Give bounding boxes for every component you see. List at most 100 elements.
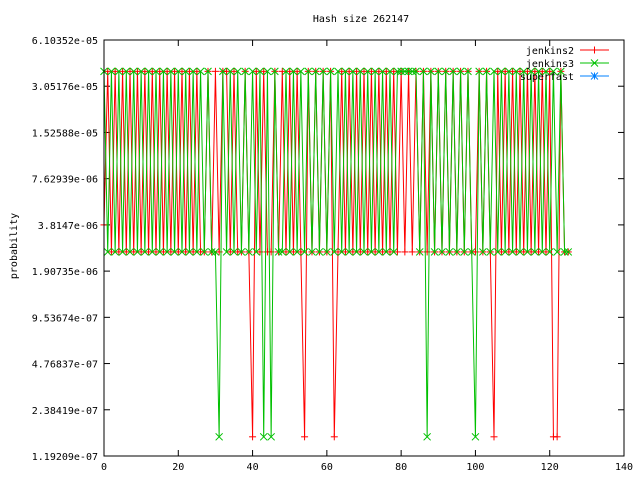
data-point	[152, 67, 160, 76]
data-point	[148, 248, 157, 256]
data-point	[546, 67, 554, 75]
data-point	[300, 248, 309, 256]
data-point	[289, 248, 297, 256]
data-point	[531, 248, 539, 256]
data-point	[189, 67, 197, 76]
data-point	[200, 248, 209, 256]
data-point	[352, 248, 361, 256]
data-point	[181, 67, 190, 76]
data-point	[278, 67, 286, 75]
data-point	[338, 67, 346, 75]
data-point	[141, 248, 149, 256]
data-point	[315, 248, 324, 256]
data-point	[148, 67, 156, 75]
data-point	[334, 248, 342, 256]
data-point	[182, 248, 190, 256]
data-point	[545, 248, 554, 256]
data-point	[222, 248, 231, 256]
data-point	[193, 248, 201, 256]
data-point	[133, 67, 141, 75]
data-point	[337, 248, 346, 256]
series-line	[103, 70, 569, 438]
data-point	[501, 67, 509, 75]
data-point	[133, 248, 142, 256]
x-tick-label: 80	[395, 462, 407, 473]
data-point	[156, 67, 164, 75]
data-point	[274, 248, 283, 256]
data-point	[171, 67, 179, 75]
data-point	[248, 67, 257, 76]
data-point	[371, 67, 379, 76]
data-point	[560, 248, 569, 256]
data-point	[204, 67, 212, 76]
data-point	[490, 67, 498, 76]
data-point	[553, 433, 561, 441]
chart-title: Hash size 262147	[313, 14, 409, 25]
y-tick-label: 3.05176e-05	[32, 82, 98, 93]
data-point	[389, 248, 398, 256]
data-point	[404, 67, 413, 76]
data-point	[375, 67, 383, 75]
plot-frame	[103, 39, 625, 457]
data-point	[334, 67, 342, 76]
data-point	[137, 67, 145, 76]
data-point	[538, 67, 546, 75]
data-point	[211, 248, 220, 256]
data-point	[497, 248, 505, 256]
data-point	[301, 433, 309, 441]
data-point	[119, 67, 127, 75]
data-point	[252, 248, 261, 256]
data-point	[430, 248, 439, 256]
chart-legend: jenkins2 jenkins3 superfast	[520, 46, 609, 83]
data-point	[367, 67, 375, 75]
data-point	[482, 67, 491, 76]
legend-marker	[591, 46, 598, 54]
data-point	[360, 67, 368, 75]
data-point	[549, 67, 558, 76]
data-point	[178, 67, 186, 75]
data-point	[471, 248, 479, 256]
x-tick-label: 100	[466, 462, 484, 473]
data-point	[438, 248, 446, 256]
data-point	[297, 248, 305, 256]
data-point	[293, 67, 301, 75]
data-point	[453, 248, 461, 256]
data-point	[371, 248, 379, 256]
data-point	[386, 248, 394, 256]
data-point	[356, 67, 365, 76]
data-point	[326, 67, 335, 76]
data-point	[167, 248, 175, 256]
data-point	[111, 248, 119, 256]
data-point	[259, 432, 268, 441]
data-point	[401, 248, 409, 256]
data-point	[393, 248, 401, 256]
legend-label: superfast	[520, 72, 574, 83]
series-layer	[100, 67, 573, 441]
data-point	[353, 67, 361, 75]
data-point	[349, 248, 357, 256]
data-point	[241, 67, 249, 76]
data-point	[185, 248, 194, 256]
data-point	[230, 67, 238, 75]
data-point	[230, 248, 238, 256]
series-line	[103, 70, 569, 437]
data-point	[282, 248, 290, 256]
data-point	[412, 67, 420, 76]
data-point	[475, 67, 483, 76]
data-point	[509, 67, 517, 75]
data-point	[538, 248, 547, 256]
data-point	[118, 248, 127, 256]
data-point	[126, 67, 134, 75]
data-point	[256, 67, 264, 76]
data-point	[345, 248, 353, 256]
data-point	[449, 67, 457, 76]
data-point	[486, 248, 495, 256]
data-point	[557, 67, 565, 76]
data-point	[107, 67, 116, 76]
data-point	[341, 248, 349, 256]
data-point	[167, 67, 175, 76]
data-point	[360, 248, 368, 256]
data-point	[512, 67, 521, 76]
data-point	[467, 248, 476, 256]
